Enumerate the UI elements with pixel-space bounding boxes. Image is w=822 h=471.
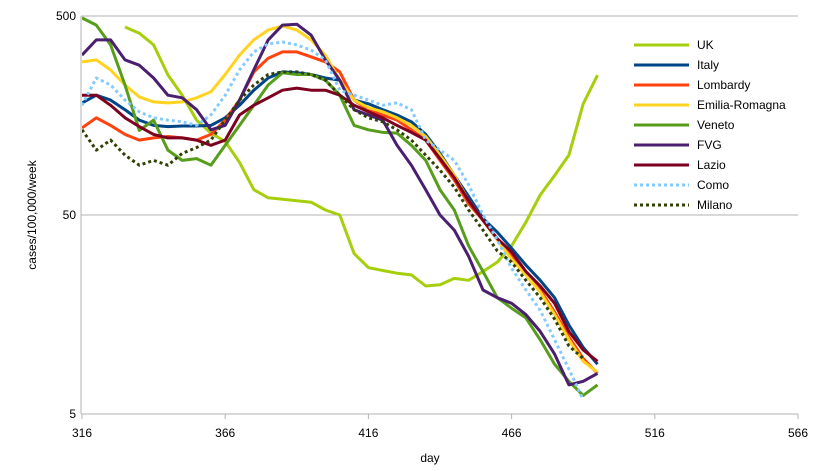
series-line-lombardy: [82, 50, 599, 375]
axes: 5 50 500 316 366 416 466 516 566: [56, 9, 808, 440]
series-line-milano: [82, 70, 585, 360]
legend-label: Milano: [697, 198, 733, 212]
series-line-fvg: [82, 22, 599, 387]
x-tick-label: 366: [215, 426, 235, 440]
series-line-uk: [124, 25, 599, 288]
y-tick-label: 500: [56, 9, 76, 23]
legend: UK Italy Lombardy Emilia-Romagna Veneto FVG La…: [634, 38, 786, 212]
legend-label: Como: [697, 178, 729, 192]
x-tick-label: 516: [645, 426, 665, 440]
x-tick-label: 466: [502, 426, 522, 440]
y-tick-label: 5: [69, 407, 76, 421]
x-tick-label: 316: [72, 426, 92, 440]
legend-label: FVG: [697, 138, 722, 152]
legend-label: UK: [697, 38, 714, 52]
series-line-lazio: [82, 86, 599, 363]
x-tick-label: 566: [788, 426, 808, 440]
x-axis-label: day: [420, 451, 439, 465]
y-tick-label: 50: [63, 208, 77, 222]
legend-label: Emilia-Romagna: [697, 98, 786, 112]
legend-label: Lazio: [697, 158, 726, 172]
legend-label: Veneto: [697, 118, 735, 132]
series-line-como: [82, 40, 585, 401]
series-lines: [82, 16, 599, 401]
legend-label: Lombardy: [697, 78, 750, 92]
legend-label: Italy: [697, 58, 719, 72]
y-axis-label: cases/100,000/week: [25, 159, 39, 269]
x-tick-label: 416: [358, 426, 378, 440]
